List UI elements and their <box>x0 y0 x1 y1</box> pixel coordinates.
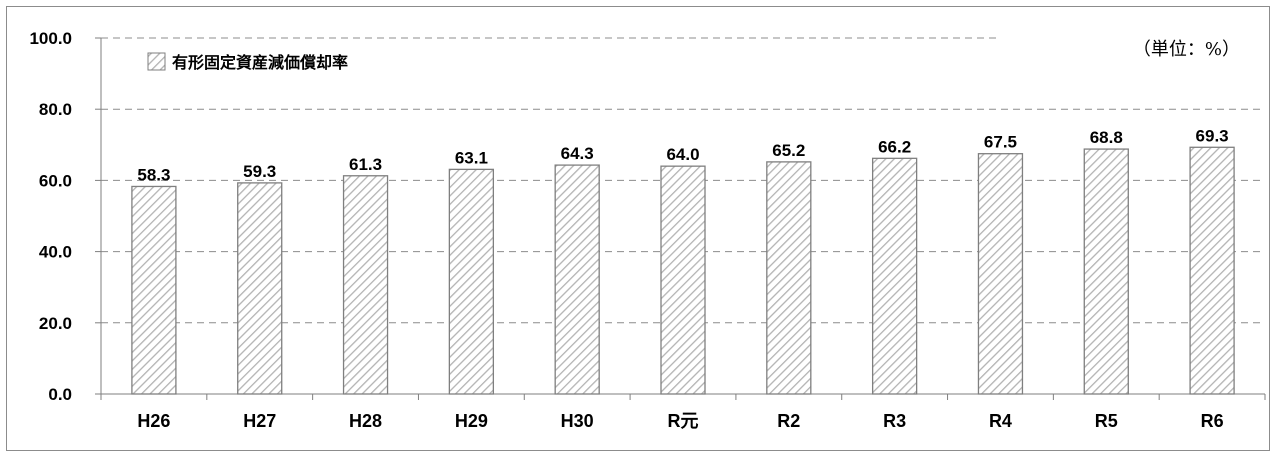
data-label: 63.1 <box>455 148 488 167</box>
data-label: 65.2 <box>772 141 805 160</box>
x-category-label: H28 <box>349 411 382 431</box>
bar <box>342 175 389 395</box>
data-label: 58.3 <box>137 165 170 184</box>
x-category-label: R6 <box>1201 411 1224 431</box>
x-category-label: H30 <box>561 411 594 431</box>
data-label: 59.3 <box>243 162 276 181</box>
bar <box>1189 146 1235 395</box>
bar <box>1083 148 1129 395</box>
labels: 0.0 20.0 40.0 60.0 80.0 100.0 58.3 H26 59.3 H27 61… <box>29 29 1228 431</box>
bar <box>871 157 918 395</box>
x-category-label: H26 <box>137 411 170 431</box>
x-category-label: R5 <box>1095 411 1118 431</box>
data-label: 67.5 <box>984 133 1017 152</box>
chart-frame <box>6 6 1270 451</box>
y-tick-label: 20.0 <box>39 314 72 333</box>
unit-label: （単位：%） <box>1133 39 1240 60</box>
y-tick-label: 0.0 <box>48 385 72 404</box>
legend-swatch <box>147 52 166 71</box>
bars <box>131 146 1235 395</box>
y-tick-label: 100.0 <box>29 29 72 48</box>
data-label: 61.3 <box>349 155 382 174</box>
legend: 有形固定資産減価償却率 <box>147 52 348 72</box>
bar <box>131 185 177 395</box>
data-label: 69.3 <box>1196 126 1229 145</box>
y-tick-label: 60.0 <box>39 171 72 190</box>
x-category-label: R3 <box>883 411 906 431</box>
legend-label: 有形固定資産減価償却率 <box>172 53 348 72</box>
bar <box>237 182 283 395</box>
y-tick-label: 80.0 <box>39 100 72 119</box>
data-label: 64.3 <box>561 144 594 163</box>
x-category-label: R4 <box>989 411 1012 431</box>
data-label: 68.8 <box>1090 128 1123 147</box>
data-label: 66.2 <box>878 137 911 156</box>
data-label: 64.0 <box>666 145 699 164</box>
bar <box>977 153 1024 395</box>
y-tick-label: 40.0 <box>39 243 72 262</box>
bar <box>766 161 812 395</box>
bar <box>554 164 600 395</box>
x-category-label: R2 <box>777 411 800 431</box>
x-category-label: R元 <box>668 411 699 431</box>
bar <box>660 165 706 395</box>
x-category-label: H29 <box>455 411 488 431</box>
bar <box>448 168 495 395</box>
x-category-label: H27 <box>243 411 276 431</box>
